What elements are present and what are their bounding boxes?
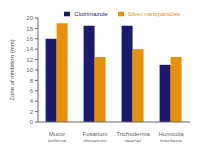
svg-text:6: 6 — [30, 88, 34, 94]
html-text:Clotrimazole: Clotrimazole — [74, 11, 108, 17]
svg-text:Fusariumdimerum: Fusariumdimerum — [82, 131, 107, 142]
svg-text:Humicolainsolens: Humicolainsolens — [158, 131, 184, 142]
svg-text:10: 10 — [26, 67, 33, 73]
svg-text:2: 2 — [30, 109, 34, 115]
html-text:Silver nanoparticles: Silver nanoparticles — [127, 11, 180, 17]
svg-text:Zone of inhibition (mm): Zone of inhibition (mm) — [9, 39, 15, 100]
svg-text:0: 0 — [30, 119, 34, 125]
svg-text:18: 18 — [26, 26, 33, 32]
svg-text:4: 4 — [30, 98, 34, 104]
svg-text:14: 14 — [26, 46, 33, 52]
svg-text:Mucorindicus: Mucorindicus — [48, 131, 67, 142]
svg-text:Trichodermareecei: Trichodermareecei — [116, 131, 150, 142]
svg-text:12: 12 — [26, 57, 33, 63]
svg-text:8: 8 — [30, 78, 34, 84]
svg-text:16: 16 — [26, 36, 33, 42]
svg-text:20: 20 — [26, 15, 33, 21]
